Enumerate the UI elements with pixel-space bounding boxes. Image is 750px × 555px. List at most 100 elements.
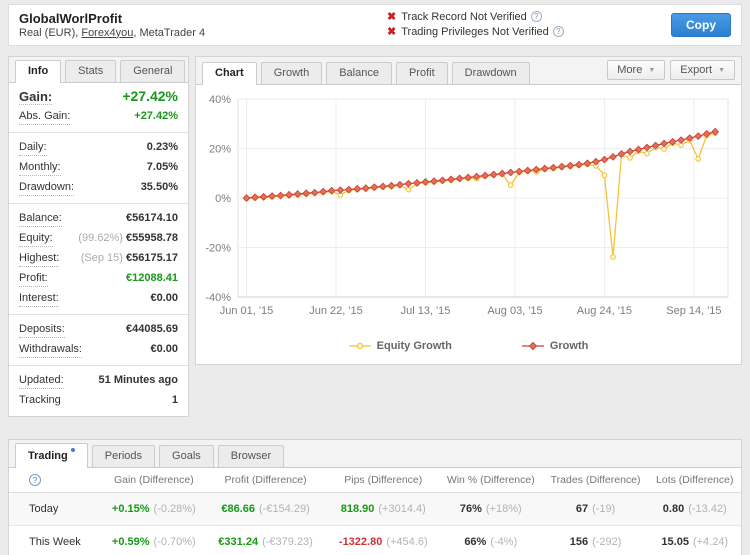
svg-text:-40%: -40% (205, 292, 231, 304)
stat-difference: (+4.24) (692, 536, 729, 548)
tab-trading-browser[interactable]: Browser (217, 445, 285, 467)
stat-difference: (-0.28%) (153, 503, 196, 515)
info-value: +27.42% (122, 88, 178, 104)
tab-chart-profit[interactable]: Profit (395, 62, 448, 84)
stat-value: 156 (569, 536, 589, 548)
info-label: Deposits: (19, 322, 65, 338)
svg-text:Jun 01, '15: Jun 01, '15 (220, 305, 273, 317)
info-value: €44085.69 (126, 323, 178, 335)
table-help-icon[interactable]: ? (29, 474, 41, 486)
info-label: Profit: (19, 271, 48, 287)
stat-value: +0.59% (111, 536, 150, 548)
account-subtitle: Real (EUR), Forex4you, MetaTrader 4 (19, 26, 387, 40)
info-value: 0.23% (146, 141, 178, 153)
info-value: €56174.10 (126, 212, 178, 224)
info-value: 1 (171, 394, 178, 406)
column-header: Gain (Difference) (104, 468, 204, 493)
legend-label: Growth (549, 340, 589, 352)
stat-cell: +0.15% (-0.28%) (104, 492, 204, 526)
info-value: (99.62%) €55958.78 (78, 232, 178, 244)
info-row: Interest: €0.00 (9, 289, 188, 309)
stat-cell: 66% (-4%) (438, 525, 543, 555)
divider (9, 365, 188, 366)
stat-cell: 818.90 (+3014.4) (327, 492, 439, 526)
column-header: Pips (Difference) (327, 468, 439, 493)
svg-text:Aug 03, '15: Aug 03, '15 (487, 305, 542, 317)
tab-info-general[interactable]: General (120, 60, 186, 82)
info-label: Gain: (19, 89, 53, 105)
track-record-label: Track Record Not Verified (401, 11, 527, 23)
stat-value: €331.24 (218, 536, 259, 548)
tab-info-info[interactable]: Info (15, 60, 62, 83)
account-title: GlobalWorlProfit (19, 10, 123, 26)
track-record-status: ✖ Track Record Not Verified? (387, 10, 671, 25)
info-row: Equity: (99.62%) €55958.78 (9, 229, 188, 249)
info-label: Highest: (19, 251, 60, 267)
info-row: Drawdown: 35.50% (9, 178, 188, 198)
column-header: Lots (Difference) (648, 468, 741, 493)
not-verified-x-icon: ✖ (387, 11, 397, 23)
period-label: Today (9, 492, 105, 526)
legend-item-growth[interactable]: Growth (521, 340, 589, 352)
help-icon[interactable]: ? (530, 11, 542, 22)
stat-difference: (-292) (592, 536, 622, 548)
chart-tabstrip: Chart Growth Balance Profit Drawdown More ▼ E… (196, 57, 741, 85)
info-row: Monthly: 7.05% (9, 158, 188, 178)
broker-link[interactable]: Forex4you (81, 26, 134, 39)
stat-difference: (-€154.29) (259, 503, 310, 515)
stat-difference: (-19) (592, 503, 616, 515)
info-panel-body: Gain: +27.42% Abs. Gain: +27.42% Daily: 0.23%… (9, 83, 188, 416)
trading-section: Trading Periods Goals Browser ? Gain (Diffe… (8, 439, 742, 555)
period-label: This Week (9, 525, 105, 555)
new-indicator-dot (70, 448, 75, 452)
divider (9, 314, 188, 315)
info-label: Tracking (19, 394, 61, 406)
help-icon[interactable]: ? (552, 26, 564, 37)
stat-cell: 15.05 (+4.24) (648, 525, 741, 555)
info-label: Monthly: (19, 160, 61, 176)
table-row-this-week[interactable]: This Week +0.59% (-0.70%) €331.24 (-€379.23)… (9, 525, 741, 555)
tab-trading-goals[interactable]: Goals (159, 445, 214, 467)
info-value: (Sep 15) €56175.17 (80, 252, 178, 264)
stat-value: 15.05 (661, 536, 689, 548)
chart-body: 40% 20% 0% -20% -40% Jun 01, '15 Jun 22, '15 Ju… (196, 85, 741, 364)
stat-difference: (-€379.23) (262, 536, 313, 548)
info-label: Interest: (19, 291, 59, 307)
info-panel: Info Stats General Gain: +27.42% Abs. Gain: +… (8, 56, 189, 417)
info-value: 35.50% (140, 181, 178, 193)
export-button[interactable]: Export ▼ (670, 60, 735, 80)
info-label: Daily: (19, 140, 47, 156)
tab-chart-chart[interactable]: Chart (202, 62, 257, 85)
tab-chart-balance[interactable]: Balance (326, 62, 392, 84)
more-button[interactable]: More ▼ (607, 60, 666, 80)
tab-info-stats[interactable]: Stats (65, 60, 117, 82)
table-row-today[interactable]: Today +0.15% (-0.28%) €86.66 (-€154.29) 818.9… (9, 492, 741, 526)
stat-value: 818.90 (340, 503, 375, 515)
info-row: Tracking 1 (9, 391, 188, 410)
info-value: €0.00 (150, 343, 178, 355)
chevron-down-icon: ▼ (648, 67, 656, 74)
info-value: 7.05% (146, 161, 178, 173)
stat-value: €86.66 (221, 503, 255, 515)
main-content: Info Stats General Gain: +27.42% Abs. Gain: +… (8, 56, 742, 417)
stat-cell: €86.66 (-€154.29) (203, 492, 328, 526)
legend-marker-icon (521, 341, 544, 351)
trading-tabstrip: Trading Periods Goals Browser (9, 440, 741, 468)
copy-button[interactable]: Copy (671, 13, 731, 37)
chart-tabs: Chart Growth Balance Profit Drawdown (202, 62, 534, 85)
divider (9, 132, 188, 133)
info-row: Profit: €12088.41 (9, 269, 188, 289)
stat-value: 66% (464, 536, 487, 548)
equity-growth-chart[interactable]: 40% 20% 0% -20% -40%Jun 01, '15 Jun 22, '15 Ju… (200, 91, 736, 331)
tab-trading-trading[interactable]: Trading (15, 443, 88, 468)
verification-status: ✖ Track Record Not Verified? ✖ Trading Pri… (387, 10, 671, 40)
stat-cell: 76% (+18%) (438, 492, 543, 526)
not-verified-x-icon: ✖ (387, 26, 397, 38)
stat-value: 67 (575, 503, 589, 515)
stat-cell: 67 (-19) (542, 492, 649, 526)
info-label: Abs. Gain: (19, 109, 71, 125)
tab-trading-periods[interactable]: Periods (91, 445, 156, 467)
tab-chart-drawdown[interactable]: Drawdown (451, 62, 530, 84)
legend-item-equity-growth[interactable]: Equity Growth (348, 340, 452, 352)
tab-chart-growth[interactable]: Growth (260, 62, 323, 84)
